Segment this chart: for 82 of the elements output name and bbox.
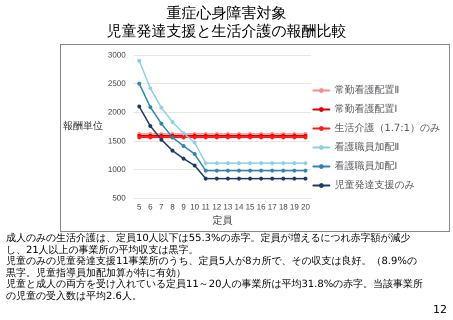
chart-subtitle: 児童発達支援と生活介護の報酬比較 [106,22,348,40]
point [214,168,219,173]
y-tick-label: 2500 [108,79,126,88]
point [303,176,308,181]
point [248,161,252,166]
point [137,58,142,63]
x-tick-label: 19 [290,202,300,212]
point [292,176,296,181]
point [236,168,241,173]
x-tick-label: 6 [148,202,154,212]
x-tick-label: 13 [223,202,233,212]
point [137,104,142,109]
point [159,138,164,142]
x-tick-label: 12 [212,202,222,212]
x-tick-label: 10 [190,202,200,212]
point [204,161,208,166]
point [214,161,219,166]
text: 12 [433,303,447,316]
point [137,82,142,86]
point [236,161,241,166]
point [159,106,164,110]
x-tick-label: 11 [202,202,210,212]
point [281,168,286,173]
point [259,168,264,173]
y-tick-label: 500 [112,194,126,203]
point [259,161,264,166]
point [281,176,286,181]
text: 成人のみの生活介護は、定員10人以下は55.3%の赤字。定員が増えるにつれ赤字額が減少し、21人以上の事業所の平均収支は黒字。 [6,233,412,256]
point [226,161,230,166]
y-axis-title: 報酬単位 [63,120,103,132]
point [159,122,164,126]
point [303,168,308,173]
x-tick-label: 18 [278,202,288,212]
point [148,124,152,128]
legend-label: 児童発達支援のみ [334,179,414,191]
x-tick-label: 5 [137,202,142,212]
point [270,168,274,173]
x-tick-label: 8 [170,202,176,212]
legend-label: 常勤看護配置Ⅱ [334,84,400,96]
point [292,161,296,166]
point [248,168,252,173]
point [192,152,197,156]
point [148,105,152,110]
point [226,176,230,181]
legend-label: 常勤看護配置Ⅰ [334,103,398,115]
text: 児童のみの児童発達支援11事業所のうち、定員5人が8カ所で、その収支は良好。（8.9%の黒字。児童指導員加配加算が特に有効） [6,256,418,278]
y-tick-label: 2000 [108,108,126,117]
point [270,161,274,166]
point [182,144,186,148]
point [192,163,197,168]
legend-label: 看護職員加配Ⅱ [334,141,400,153]
point [204,176,208,181]
x-tick-label: 16 [256,202,266,212]
point [292,168,296,173]
text: 児童と成人の両方を受け入れている定員11～20人の事業所は平均31.8%の赤字。当該事業所の児童の受入数は平均2.6人。 [6,279,424,302]
x-tick-label: 17 [268,202,278,212]
y-tick-label: 1500 [108,136,126,146]
point [248,176,252,181]
point [148,86,152,90]
y-tick-label: 1000 [108,164,126,174]
point [170,148,174,153]
point [204,168,208,173]
x-tick-label: 7 [159,202,164,212]
point [182,156,186,161]
chart-title: 重症心身障害対象 [166,4,288,22]
point [170,120,174,124]
x-tick-label: 9 [181,202,186,212]
x-tick-label: 15 [246,202,256,212]
legend-label: 看護職員加配Ⅰ [334,160,398,172]
point [303,161,308,166]
point [236,176,241,181]
legend-label: 生活介護（1.7:1）のみ [334,122,440,134]
point [226,168,230,173]
point [281,161,286,166]
point [214,176,219,181]
point [259,176,264,181]
y-tick-label: 3000 [108,50,126,60]
x-tick-label: 20 [301,202,310,212]
point [270,176,274,181]
x-axis-title: 定員 [212,214,232,226]
point [192,140,197,145]
x-tick-label: 14 [234,202,244,212]
